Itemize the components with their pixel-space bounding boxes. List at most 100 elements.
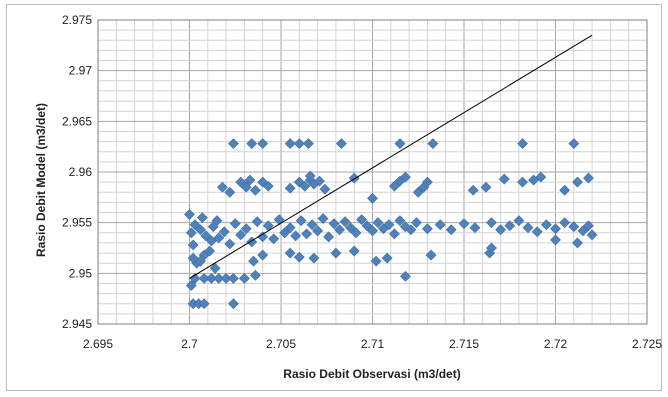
data-point xyxy=(495,224,507,236)
data-point xyxy=(550,234,561,246)
data-point xyxy=(323,231,335,243)
data-point xyxy=(227,298,239,310)
data-point xyxy=(217,181,228,193)
data-point xyxy=(383,219,395,231)
data-point xyxy=(400,171,411,183)
x-tick-label: 2.7 xyxy=(181,337,198,351)
data-point xyxy=(356,214,367,226)
data-point xyxy=(421,176,433,188)
data-point xyxy=(480,181,492,193)
data-point xyxy=(427,138,439,150)
data-point xyxy=(425,249,437,261)
data-point xyxy=(469,222,481,234)
x-tick-label: 2.705 xyxy=(266,337,296,351)
data-point xyxy=(220,272,232,284)
data-point xyxy=(312,225,324,237)
data-point xyxy=(262,180,274,192)
data-point xyxy=(198,272,210,284)
y-axis-title: Rasio Debit Model (m3/det) xyxy=(34,103,48,257)
data-point xyxy=(535,171,547,183)
data-point xyxy=(209,262,221,274)
x-tick-label: 2.715 xyxy=(449,337,479,351)
data-point xyxy=(200,230,212,242)
data-point xyxy=(350,227,362,239)
data-point xyxy=(517,176,528,188)
data-point xyxy=(421,223,433,235)
data-point xyxy=(400,270,411,282)
data-point xyxy=(389,180,400,192)
data-point xyxy=(577,225,589,237)
x-axis-title: Rasio Debit Observasi (m3/det) xyxy=(283,367,460,381)
data-point xyxy=(244,174,256,186)
data-point xyxy=(372,217,384,229)
data-point xyxy=(583,220,594,232)
data-points xyxy=(184,138,598,310)
data-point xyxy=(367,225,378,237)
y-tick-labels: 2.945 2.95 2.955 2.96 2.965 2.97 2.975 xyxy=(62,13,92,331)
data-point xyxy=(284,138,296,150)
plot-area xyxy=(97,19,648,325)
data-point xyxy=(246,138,258,150)
y-tick-label: 2.955 xyxy=(62,216,92,230)
data-point xyxy=(196,212,208,224)
data-point xyxy=(206,272,217,284)
y-tick-label: 2.965 xyxy=(62,114,92,128)
data-point xyxy=(218,226,230,238)
data-point xyxy=(559,217,571,229)
data-point xyxy=(522,222,534,234)
data-point xyxy=(550,223,561,235)
data-point xyxy=(249,269,261,281)
data-point xyxy=(198,298,210,310)
data-point xyxy=(486,242,497,254)
data-point xyxy=(213,232,225,244)
x-tick-labels: 2.695 2.7 2.705 2.71 2.715 2.72 2.725 xyxy=(83,337,662,351)
chart-frame xyxy=(6,4,662,391)
x-tick-label: 2.695 xyxy=(83,337,113,351)
data-point xyxy=(284,182,296,194)
data-point xyxy=(224,186,236,198)
data-point xyxy=(330,247,342,259)
data-point xyxy=(583,172,594,184)
data-point xyxy=(513,215,525,227)
data-point xyxy=(284,222,296,234)
data-point xyxy=(394,138,406,150)
data-point xyxy=(517,138,528,150)
data-point xyxy=(248,255,259,267)
reference-line xyxy=(189,34,593,279)
data-point xyxy=(405,224,417,236)
data-point xyxy=(185,280,197,291)
x-tick-label: 2.725 xyxy=(632,337,662,351)
data-point xyxy=(381,252,393,264)
data-point xyxy=(334,224,345,236)
data-point xyxy=(189,219,201,231)
data-point xyxy=(268,233,280,245)
data-point xyxy=(279,227,291,239)
data-point xyxy=(486,217,497,229)
data-point xyxy=(195,255,206,267)
data-point xyxy=(238,272,250,284)
data-point xyxy=(251,216,263,228)
data-point xyxy=(204,245,216,257)
y-tick-label: 2.97 xyxy=(69,64,93,78)
data-point xyxy=(295,215,307,227)
data-point xyxy=(540,219,552,231)
data-point xyxy=(568,221,580,233)
data-point xyxy=(227,138,239,150)
data-point xyxy=(586,229,598,241)
data-point xyxy=(412,186,424,198)
data-point xyxy=(445,224,457,236)
data-point xyxy=(187,239,199,251)
data-point xyxy=(213,272,225,284)
data-point xyxy=(361,220,373,232)
data-point xyxy=(335,138,347,150)
data-point xyxy=(207,221,219,233)
y-tick-label: 2.96 xyxy=(69,165,93,179)
data-point xyxy=(235,176,247,188)
y-tick-label: 2.945 xyxy=(62,317,92,331)
data-point xyxy=(229,218,241,230)
data-point xyxy=(195,224,206,236)
data-point xyxy=(348,245,360,257)
data-point xyxy=(339,216,351,228)
data-point xyxy=(467,184,479,196)
data-point xyxy=(531,226,543,238)
